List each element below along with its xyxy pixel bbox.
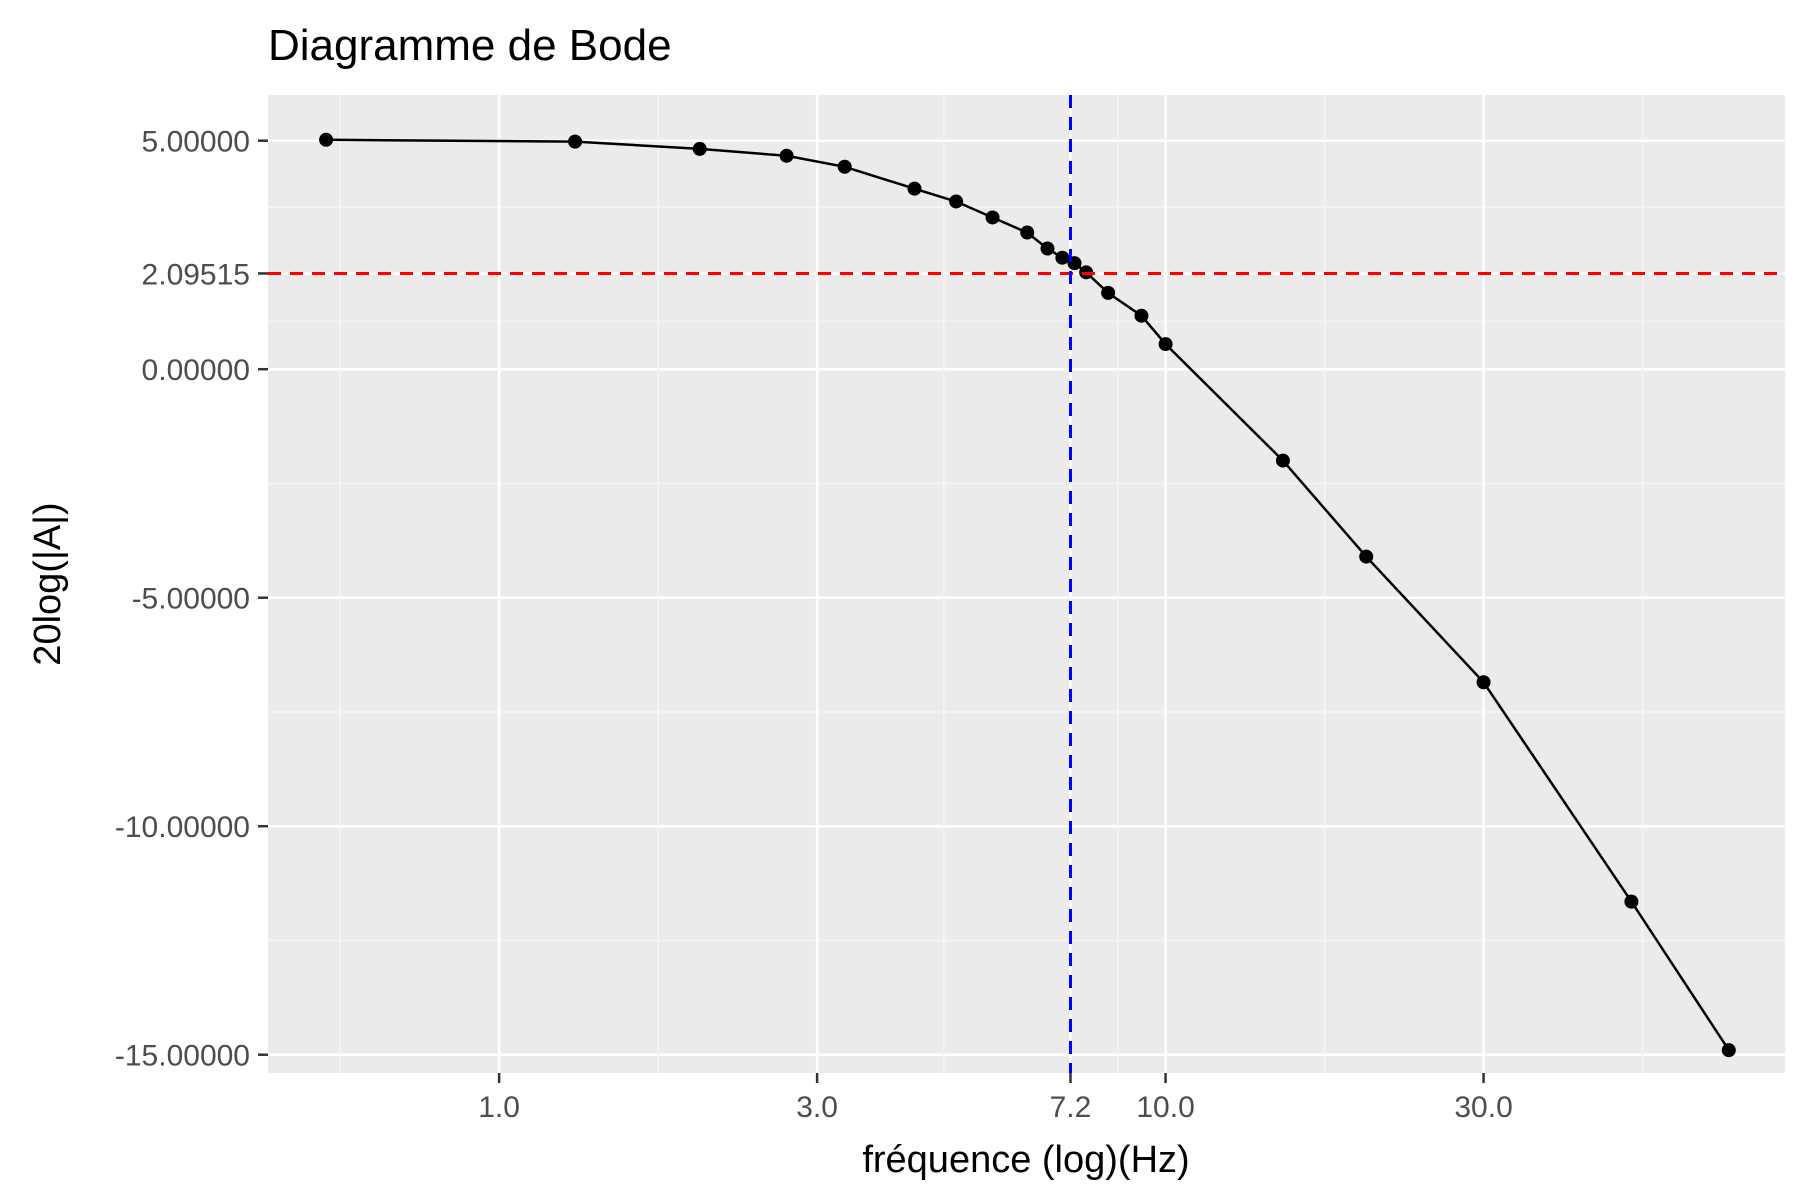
y-tick-label: 0.00000 xyxy=(142,354,250,387)
y-tick-label: -5.00000 xyxy=(132,583,250,616)
data-point xyxy=(692,141,707,156)
data-point xyxy=(1476,675,1491,690)
x-axis-title: fréquence (log)(Hz) xyxy=(862,1139,1189,1181)
data-point xyxy=(1040,241,1055,256)
data-point xyxy=(1359,549,1374,564)
data-point xyxy=(779,148,794,163)
data-point xyxy=(1101,285,1116,300)
y-axis-title: 20log(|A|) xyxy=(27,502,69,665)
x-tick-label: 1.0 xyxy=(478,1091,520,1124)
data-point xyxy=(1721,1043,1736,1058)
x-tick-label: 3.0 xyxy=(796,1091,838,1124)
data-point xyxy=(1020,225,1035,240)
reference-lines xyxy=(268,95,1785,1073)
y-tick-label: -10.00000 xyxy=(115,811,250,844)
x-tick-label: 30.0 xyxy=(1454,1091,1512,1124)
y-tick-label: -15.00000 xyxy=(115,1040,250,1073)
x-axis: 1.0 3.0 7.2 10.0 30.0 xyxy=(478,1073,1513,1124)
data-point xyxy=(1158,337,1173,352)
plot-panel xyxy=(268,95,1785,1073)
y-tick-label: 5.00000 xyxy=(142,126,250,159)
data-point xyxy=(1055,250,1070,265)
y-tick-label: 2.09515 xyxy=(142,258,250,291)
data-point xyxy=(837,159,852,174)
data-point xyxy=(1134,308,1149,323)
y-axis: 5.00000 2.09515 0.00000 -5.00000 -10.00000 -1… xyxy=(115,126,268,1073)
x-tick-label: 7.2 xyxy=(1050,1091,1092,1124)
chart-title: Diagramme de Bode xyxy=(268,21,672,70)
data-point xyxy=(1624,894,1639,909)
data-point xyxy=(907,181,922,196)
data-series xyxy=(319,132,1736,1058)
data-point xyxy=(319,132,334,147)
data-point xyxy=(949,194,964,209)
data-point xyxy=(568,134,583,149)
data-point xyxy=(1275,453,1290,468)
x-tick-label: 10.0 xyxy=(1136,1091,1194,1124)
data-point xyxy=(985,210,1000,225)
